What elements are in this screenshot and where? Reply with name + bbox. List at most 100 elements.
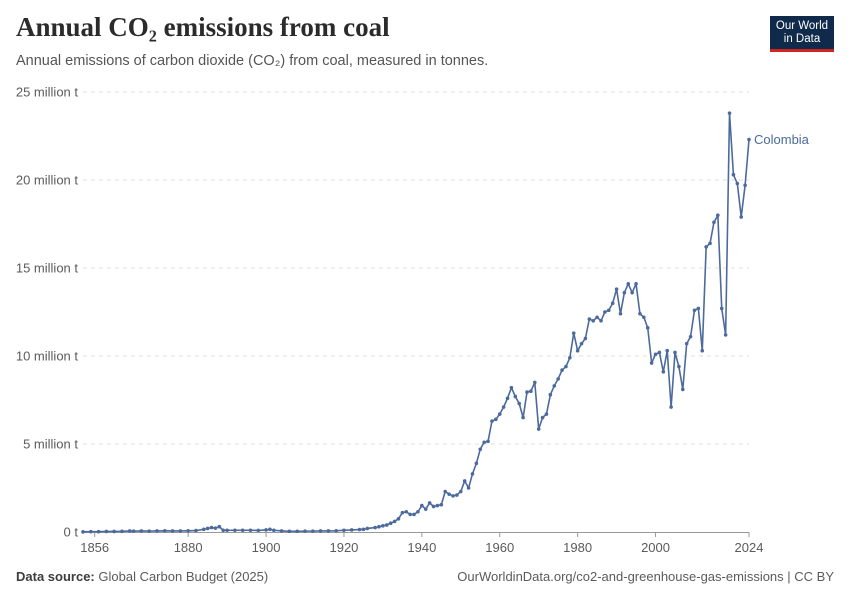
- data-point[interactable]: [248, 528, 253, 533]
- data-point[interactable]: [186, 528, 190, 533]
- data-point[interactable]: [579, 341, 584, 346]
- data-point[interactable]: [162, 528, 167, 533]
- data-point[interactable]: [268, 527, 272, 532]
- data-point[interactable]: [684, 341, 689, 346]
- data-point[interactable]: [349, 528, 354, 532]
- data-point[interactable]: [661, 370, 666, 374]
- data-point[interactable]: [575, 348, 580, 353]
- data-point[interactable]: [532, 380, 537, 385]
- data-point[interactable]: [739, 215, 744, 219]
- data-point[interactable]: [669, 405, 673, 409]
- data-point[interactable]: [233, 528, 237, 533]
- data-point[interactable]: [178, 529, 183, 533]
- data-point[interactable]: [513, 394, 518, 399]
- data-point[interactable]: [704, 245, 708, 249]
- data-point[interactable]: [303, 529, 307, 533]
- data-point[interactable]: [112, 529, 116, 534]
- data-point[interactable]: [478, 447, 483, 452]
- data-source-text[interactable]: Global Carbon Budget (2025): [98, 569, 269, 584]
- data-point[interactable]: [688, 334, 693, 339]
- footer-url-license[interactable]: OurWorldinData.org/co2-and-greenhouse-ga…: [457, 569, 834, 584]
- data-point[interactable]: [470, 472, 475, 476]
- data-point[interactable]: [373, 525, 377, 530]
- data-point[interactable]: [552, 384, 557, 388]
- data-point[interactable]: [583, 336, 588, 341]
- data-point[interactable]: [435, 503, 440, 508]
- data-point[interactable]: [712, 220, 716, 225]
- data-point[interactable]: [310, 529, 315, 533]
- data-point[interactable]: [377, 524, 381, 529]
- data-point[interactable]: [618, 311, 623, 316]
- data-point[interactable]: [723, 333, 728, 337]
- data-point[interactable]: [536, 427, 541, 431]
- data-point[interactable]: [649, 361, 654, 365]
- data-point[interactable]: [396, 517, 401, 521]
- data-point[interactable]: [205, 526, 210, 531]
- data-point[interactable]: [556, 377, 560, 381]
- data-point[interactable]: [603, 310, 607, 314]
- data-point[interactable]: [365, 526, 370, 531]
- data-point[interactable]: [381, 524, 385, 528]
- data-point[interactable]: [88, 529, 93, 534]
- data-point[interactable]: [497, 412, 502, 416]
- data-point[interactable]: [716, 213, 720, 217]
- data-point[interactable]: [743, 183, 747, 188]
- data-point[interactable]: [131, 529, 136, 533]
- data-point[interactable]: [120, 529, 124, 534]
- data-point[interactable]: [606, 308, 611, 313]
- data-point[interactable]: [727, 111, 732, 115]
- data-point[interactable]: [548, 392, 553, 397]
- data-point[interactable]: [384, 523, 389, 527]
- data-point[interactable]: [474, 461, 479, 466]
- data-point[interactable]: [494, 417, 498, 422]
- data-point[interactable]: [708, 241, 712, 246]
- data-point[interactable]: [665, 348, 670, 353]
- data-point[interactable]: [279, 529, 284, 533]
- data-point[interactable]: [630, 290, 634, 295]
- data-point[interactable]: [626, 282, 631, 286]
- data-point[interactable]: [139, 529, 144, 533]
- data-point[interactable]: [482, 440, 486, 445]
- data-point[interactable]: [731, 172, 736, 177]
- data-point[interactable]: [490, 419, 494, 423]
- data-point[interactable]: [342, 528, 346, 533]
- data-point[interactable]: [645, 326, 650, 330]
- data-point[interactable]: [634, 282, 638, 286]
- data-point[interactable]: [427, 501, 432, 505]
- data-point[interactable]: [326, 529, 331, 533]
- data-point[interactable]: [256, 528, 261, 533]
- data-point[interactable]: [747, 137, 751, 142]
- data-point[interactable]: [416, 509, 420, 514]
- data-point[interactable]: [240, 528, 245, 533]
- data-point[interactable]: [657, 350, 662, 355]
- data-point[interactable]: [466, 486, 471, 490]
- data-point[interactable]: [509, 385, 514, 390]
- data-point[interactable]: [560, 368, 564, 372]
- data-point[interactable]: [147, 529, 152, 533]
- data-point[interactable]: [521, 415, 525, 420]
- data-point[interactable]: [272, 528, 276, 533]
- data-point[interactable]: [529, 389, 533, 394]
- data-point[interactable]: [127, 529, 132, 533]
- data-point[interactable]: [696, 306, 701, 311]
- data-point[interactable]: [544, 412, 549, 416]
- data-point[interactable]: [614, 287, 619, 291]
- data-point[interactable]: [692, 308, 697, 313]
- data-point[interactable]: [170, 529, 175, 533]
- data-point[interactable]: [287, 529, 292, 534]
- data-point[interactable]: [505, 396, 510, 401]
- data-point[interactable]: [201, 527, 206, 532]
- data-point[interactable]: [673, 350, 677, 355]
- data-point[interactable]: [96, 529, 101, 534]
- data-point[interactable]: [264, 528, 268, 532]
- data-point[interactable]: [400, 510, 405, 515]
- data-point[interactable]: [451, 494, 455, 498]
- data-point[interactable]: [653, 352, 658, 357]
- data-point[interactable]: [412, 512, 416, 517]
- data-point[interactable]: [540, 415, 545, 420]
- data-point[interactable]: [392, 519, 397, 524]
- data-point[interactable]: [622, 290, 627, 295]
- data-point[interactable]: [591, 319, 596, 323]
- data-point[interactable]: [642, 315, 646, 320]
- data-point[interactable]: [217, 524, 222, 529]
